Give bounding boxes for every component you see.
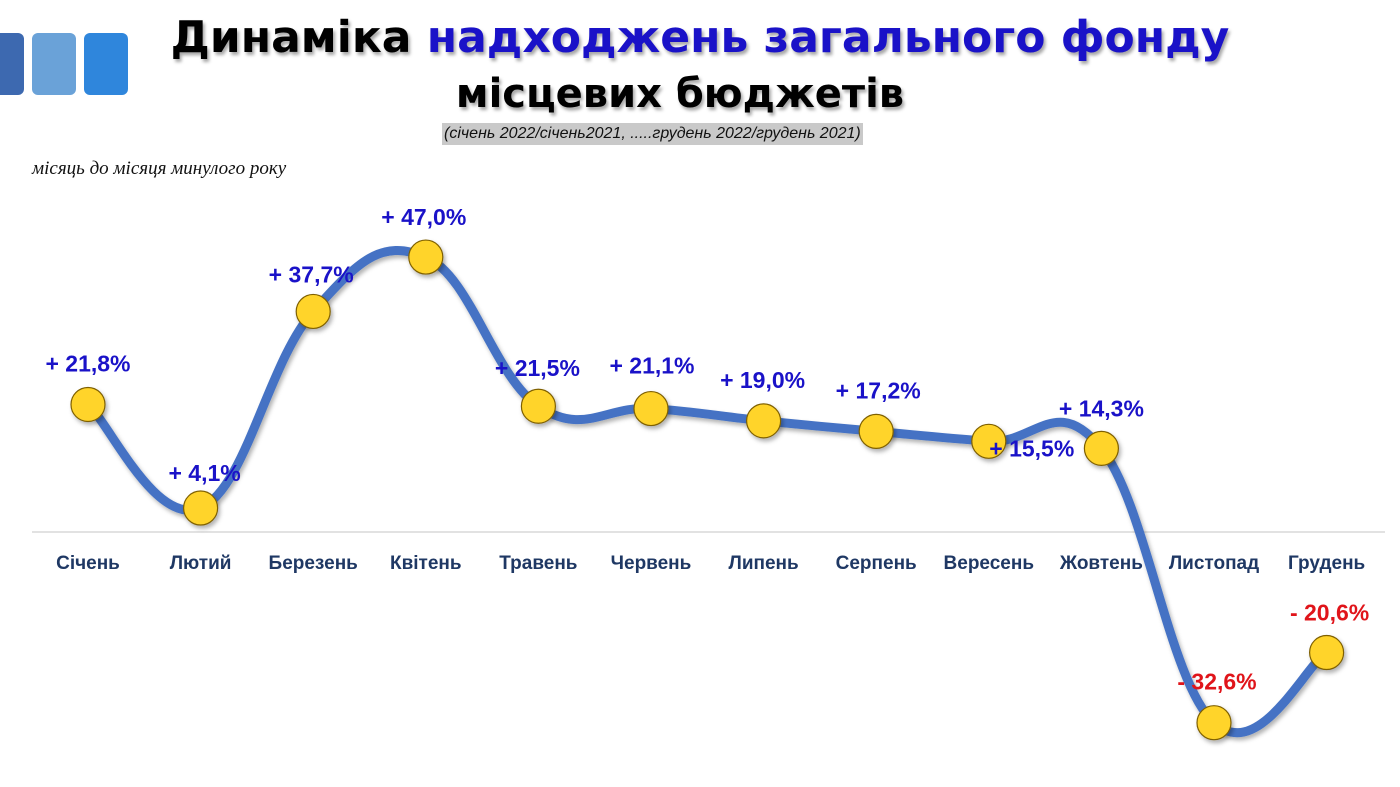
data-label: + 4,1% bbox=[168, 460, 240, 486]
decor-square-2 bbox=[32, 33, 76, 95]
data-point bbox=[1308, 634, 1345, 671]
x-tick-label: Жовтень bbox=[1059, 553, 1143, 574]
x-tick-label: Травень bbox=[499, 553, 577, 574]
x-tick-label: Грудень bbox=[1288, 553, 1365, 574]
data-point bbox=[745, 403, 782, 439]
data-label: + 14,3% bbox=[1059, 395, 1144, 421]
chart-note: місяць до місяця минулого року bbox=[32, 158, 287, 179]
x-tick-label: Липень bbox=[728, 553, 798, 574]
data-label: + 17,2% bbox=[836, 377, 921, 403]
series-line bbox=[83, 245, 1332, 737]
data-point bbox=[1196, 705, 1232, 741]
data-point bbox=[1083, 430, 1120, 466]
data-label: - 32,6% bbox=[1177, 669, 1256, 695]
x-tick-label: Січень bbox=[56, 553, 120, 574]
page-title: Динаміка надходжень загального фонду bbox=[0, 12, 1400, 64]
data-point bbox=[70, 386, 106, 423]
title-part2: надходжень загального фонду bbox=[426, 12, 1230, 63]
data-point bbox=[408, 239, 444, 275]
data-point bbox=[183, 490, 219, 526]
x-tick-label: Квітень bbox=[390, 553, 462, 574]
data-label: + 21,5% bbox=[495, 355, 580, 381]
data-point bbox=[633, 390, 669, 427]
data-label: + 19,0% bbox=[720, 367, 805, 393]
x-tick-label: Березень bbox=[269, 553, 358, 574]
data-point bbox=[858, 413, 894, 449]
x-tick-label: Червень bbox=[611, 553, 692, 574]
data-label: + 47,0% bbox=[381, 204, 466, 230]
title-part1: Динаміка bbox=[170, 12, 412, 63]
data-point bbox=[295, 293, 331, 330]
data-label: + 21,1% bbox=[609, 353, 694, 379]
chart-subtitle: (січень 2022/січень2021, .....грудень 20… bbox=[442, 123, 863, 145]
data-point bbox=[520, 388, 557, 424]
x-tick-label: Вересень bbox=[944, 553, 1035, 574]
x-tick-label: Лютий bbox=[170, 553, 232, 574]
x-tick-label: Серпень bbox=[836, 553, 917, 574]
data-point bbox=[971, 423, 1007, 459]
decorative-squares bbox=[0, 33, 128, 95]
data-label: + 37,7% bbox=[269, 261, 354, 287]
data-label: + 15,5% bbox=[989, 435, 1074, 461]
data-label: - 20,6% bbox=[1290, 600, 1369, 626]
decor-square-3 bbox=[84, 33, 128, 95]
page-title-line2: місцевих бюджетів bbox=[455, 71, 905, 117]
x-tick-label: Листопад bbox=[1169, 553, 1259, 574]
data-label: + 21,8% bbox=[45, 350, 130, 376]
decor-square-1 bbox=[0, 33, 24, 95]
